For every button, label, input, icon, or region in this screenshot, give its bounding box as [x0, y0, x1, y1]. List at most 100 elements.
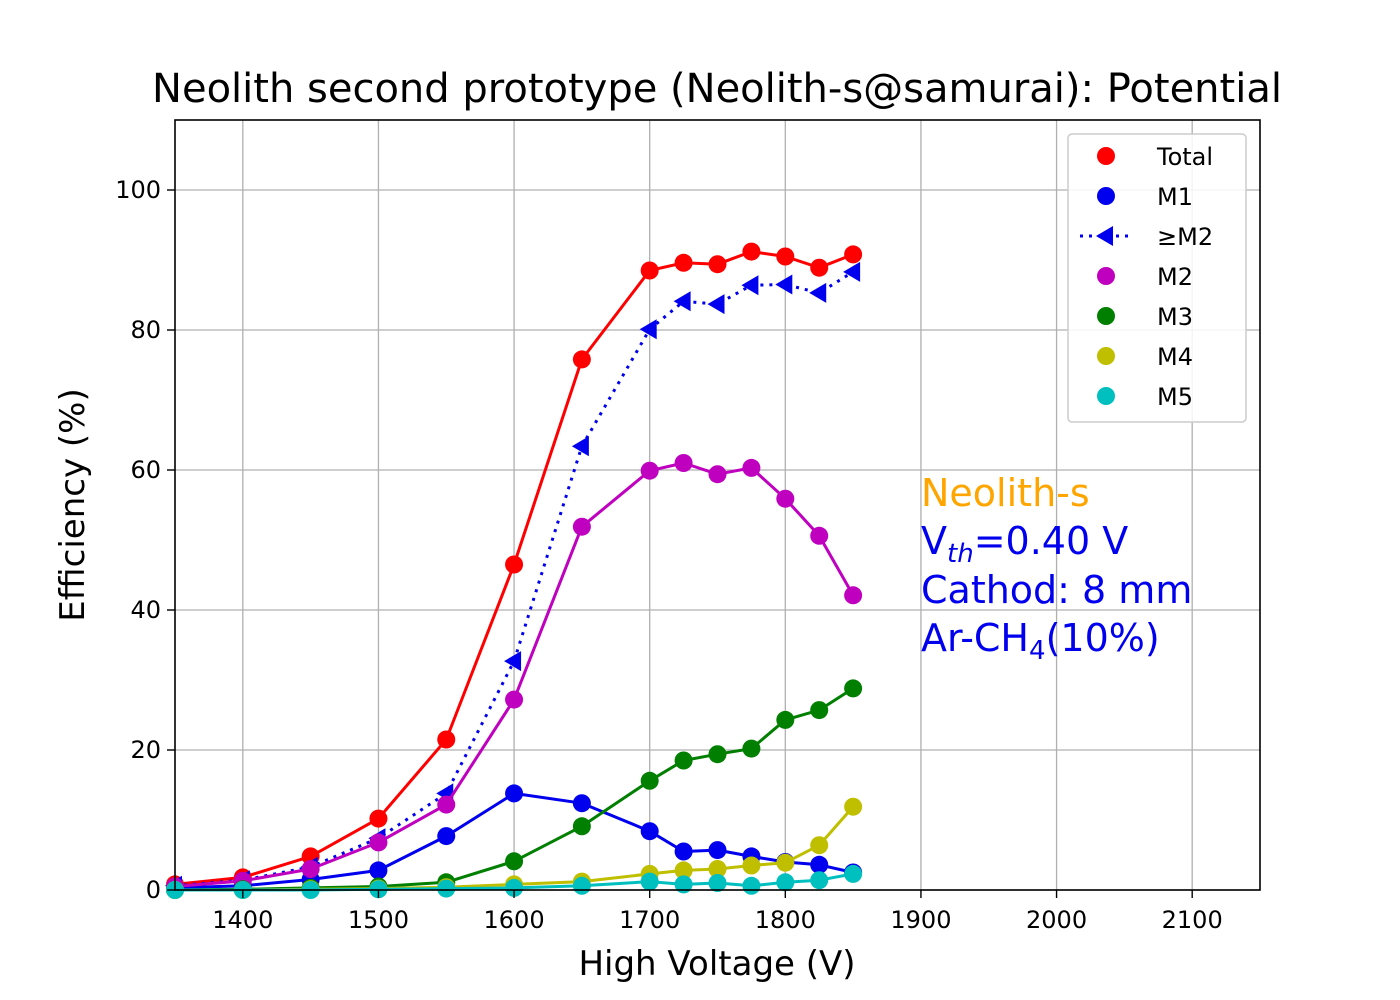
data-point — [844, 679, 863, 698]
y-tick-label: 60 — [130, 456, 161, 484]
plot-frame — [174, 119, 1261, 891]
data-point — [640, 822, 659, 841]
data-point — [708, 745, 727, 764]
legend-marker — [1097, 307, 1115, 325]
data-point — [572, 350, 591, 369]
data-point — [437, 795, 456, 814]
data-point — [708, 874, 727, 892]
y-tick-label: 40 — [130, 596, 161, 624]
annotation-detector: Neolith-s — [921, 471, 1090, 515]
data-point — [776, 853, 795, 872]
annotation-cathode: Cathod: 8 mm — [921, 568, 1192, 612]
x-tick-label: 1700 — [619, 906, 680, 934]
data-point — [810, 855, 829, 874]
series-layer — [165, 242, 863, 899]
data-point — [673, 291, 691, 312]
x-tick-label: 1600 — [484, 906, 545, 934]
data-point — [775, 274, 793, 295]
data-point — [708, 465, 727, 484]
y-tick-label: 20 — [130, 736, 161, 764]
legend-label: Total — [1156, 143, 1213, 171]
data-point — [504, 651, 522, 672]
data-point — [776, 710, 795, 729]
y-axis-label: Efficiency (%) — [53, 388, 93, 621]
data-point — [810, 836, 829, 855]
data-point — [708, 860, 727, 878]
data-point — [437, 730, 456, 749]
data-point — [707, 294, 725, 315]
axis-ticks: 1400 1500 1600 1700 1800 1900 2000 2100 0 20 40 60 8… — [115, 176, 1223, 934]
x-axis-label: High Voltage (V) — [578, 944, 855, 984]
data-point — [572, 876, 591, 895]
data-point — [742, 739, 761, 758]
data-point — [741, 275, 759, 296]
x-tick-label: 1900 — [890, 906, 951, 934]
legend-entry: M2 — [1097, 263, 1193, 291]
data-point — [640, 261, 659, 280]
legend-marker — [1097, 187, 1115, 205]
gas-prefix: Ar-CH — [921, 616, 1029, 660]
x-tick-label: 2000 — [1026, 906, 1087, 934]
annotations: Neolith-s Vth=0.40 V Cathod: 8 mm Ar-CH4… — [921, 471, 1192, 666]
legend-label: M4 — [1157, 343, 1193, 371]
legend-label: M3 — [1157, 303, 1193, 331]
threshold-suffix: =0.40 V — [974, 519, 1129, 563]
threshold-prefix: V — [921, 519, 947, 563]
data-point — [742, 876, 761, 895]
data-point — [640, 771, 659, 790]
data-point — [640, 872, 659, 891]
y-tick-label: 0 — [146, 876, 161, 904]
data-point — [674, 454, 693, 472]
data-point — [572, 517, 591, 536]
data-point — [505, 784, 524, 803]
legend: Total M1 ≥M2 M2 M3 M4 M5 — [1067, 133, 1247, 423]
x-tick-label: 1500 — [348, 906, 409, 934]
data-point — [742, 856, 761, 875]
data-point — [505, 878, 524, 897]
data-point — [674, 751, 693, 770]
data-point — [571, 436, 589, 457]
legend-label: M5 — [1157, 383, 1193, 411]
data-point — [437, 879, 456, 898]
x-tick-label: 1400 — [212, 906, 273, 934]
data-point — [844, 864, 863, 883]
data-point — [742, 458, 761, 477]
threshold-subscript: th — [947, 539, 974, 569]
data-point — [301, 860, 320, 878]
legend-entry: ≥M2 — [1080, 223, 1213, 251]
data-point — [809, 282, 827, 303]
x-tick-label: 2100 — [1162, 906, 1223, 934]
data-point — [505, 690, 524, 709]
data-point — [674, 842, 693, 861]
data-point — [572, 794, 591, 813]
legend-entry: Total — [1097, 143, 1213, 171]
data-point — [843, 261, 861, 282]
data-point — [708, 841, 727, 860]
data-point — [742, 242, 761, 261]
data-point — [708, 255, 727, 274]
legend-label: M1 — [1157, 183, 1193, 211]
annotation-threshold: Vth=0.40 V — [921, 519, 1128, 569]
series-3 — [166, 454, 863, 896]
y-tick-label: 100 — [115, 176, 161, 204]
legend-marker — [1097, 387, 1115, 405]
y-tick-label: 80 — [130, 316, 161, 344]
data-point — [844, 245, 863, 264]
data-point — [674, 253, 693, 272]
data-point — [776, 873, 795, 892]
legend-entry: M3 — [1097, 303, 1193, 331]
data-point — [810, 526, 829, 545]
legend-marker — [1097, 147, 1115, 165]
data-point — [369, 833, 388, 852]
data-point — [810, 258, 829, 277]
data-point — [844, 586, 863, 605]
data-point — [369, 809, 388, 828]
legend-label: M2 — [1157, 263, 1193, 291]
data-point — [810, 701, 829, 720]
data-point — [776, 489, 795, 508]
data-point — [639, 319, 657, 340]
legend-marker — [1097, 347, 1115, 365]
data-point — [437, 827, 456, 846]
data-point — [369, 861, 388, 880]
